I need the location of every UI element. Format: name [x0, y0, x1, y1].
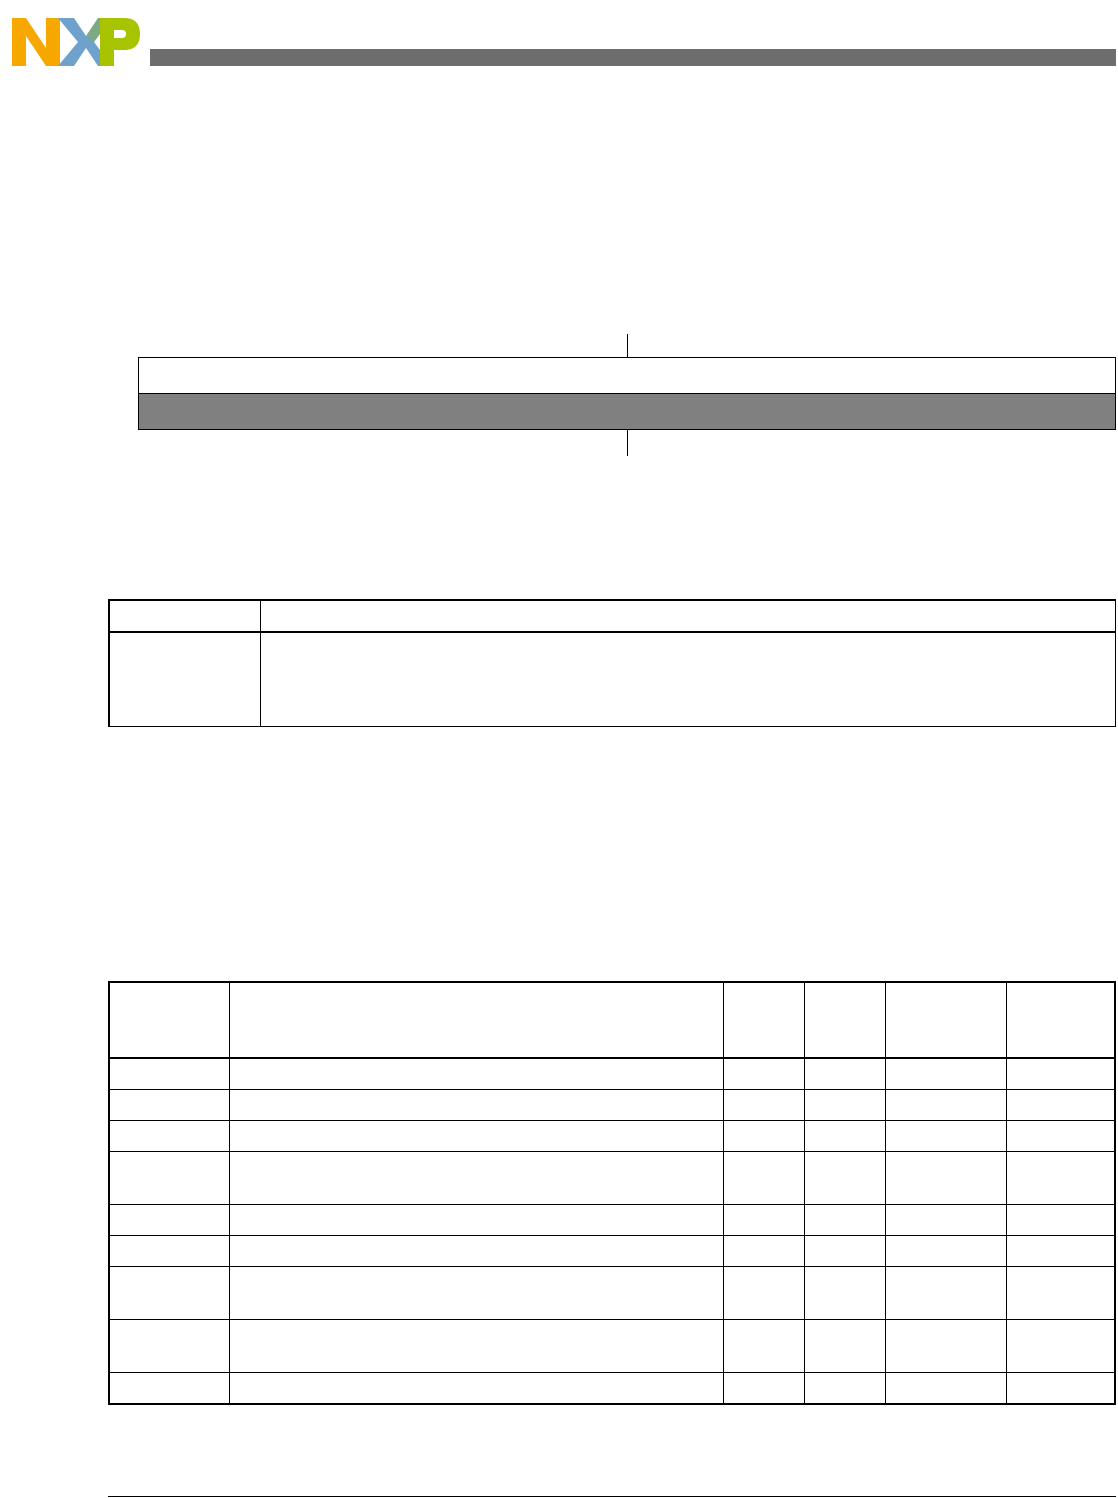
table-cell: [803, 1266, 886, 1320]
table-cell: [803, 1319, 886, 1373]
table-cell: [1005, 1120, 1116, 1152]
table-cell: [884, 1319, 1007, 1373]
column-header: [228, 981, 724, 1059]
footer-rule: [108, 1496, 1116, 1497]
table-cell: [722, 1266, 805, 1320]
table-cell: [228, 1235, 724, 1267]
table-cell: [108, 1057, 230, 1090]
table-cell: [228, 1120, 724, 1152]
table-cell: [722, 1204, 805, 1236]
column-header: [1005, 981, 1116, 1059]
table-cell: [803, 1204, 886, 1236]
table-cell: [803, 1372, 886, 1405]
column-header: [884, 981, 1007, 1059]
table-cell: [884, 1151, 1007, 1205]
table-cell: [228, 1319, 724, 1373]
table-cell: [108, 1266, 230, 1320]
register-field-row: [138, 357, 1116, 394]
table-row: [108, 1151, 1116, 1205]
table-cell: [108, 1372, 230, 1405]
table-row: [108, 1372, 1116, 1405]
table-cell: [1005, 1204, 1116, 1236]
table-cell: [722, 1120, 805, 1152]
table-cell: [884, 1120, 1007, 1152]
table-cell: [722, 1235, 805, 1267]
table-cell: [884, 1372, 1007, 1405]
table-cell: [803, 1089, 886, 1121]
table-cell: [228, 1057, 724, 1090]
table-cell: [1005, 1089, 1116, 1121]
table-cell: [108, 1235, 230, 1267]
table-cell: [803, 1151, 886, 1205]
table-cell: [228, 1204, 724, 1236]
table-row: [108, 1319, 1116, 1373]
table-cell: [228, 1089, 724, 1121]
table-cell: [228, 1266, 724, 1320]
table-cell: [722, 1319, 805, 1373]
field-description-table: [108, 599, 1116, 727]
table-cell: [722, 1089, 805, 1121]
table-row: [108, 631, 1116, 727]
table-row: [108, 1235, 1116, 1267]
table-cell: [722, 1372, 805, 1405]
table-row: [108, 1089, 1116, 1121]
table-row: [108, 1204, 1116, 1236]
table-cell: [228, 1372, 724, 1405]
column-header: [722, 981, 805, 1059]
register-reserved-row: [138, 393, 1116, 430]
table-cell: [803, 1120, 886, 1152]
signal-table: [108, 981, 1116, 1405]
table-cell: [108, 1151, 230, 1205]
table-cell: [884, 1266, 1007, 1320]
table-cell: [803, 1057, 886, 1090]
table-cell: [1005, 1372, 1116, 1405]
description-header: [259, 599, 1116, 633]
table-row: [108, 1266, 1116, 1320]
table-header-row: [108, 981, 1116, 1059]
header-bar: [150, 49, 1116, 66]
field-cell: [108, 631, 261, 727]
table-header-row: [108, 599, 1116, 633]
table-row: [108, 1120, 1116, 1152]
table-cell: [108, 1319, 230, 1373]
table-cell: [1005, 1057, 1116, 1090]
description-cell: [259, 631, 1116, 727]
column-header: [803, 981, 886, 1059]
register-bottom-tick: [627, 430, 628, 456]
table-cell: [884, 1057, 1007, 1090]
column-header: [108, 981, 230, 1059]
table-cell: [884, 1235, 1007, 1267]
table-cell: [1005, 1235, 1116, 1267]
table-cell: [722, 1151, 805, 1205]
register-top-tick: [627, 334, 628, 357]
table-cell: [108, 1120, 230, 1152]
table-cell: [108, 1089, 230, 1121]
table-cell: [1005, 1151, 1116, 1205]
table-cell: [228, 1151, 724, 1205]
table-cell: [803, 1235, 886, 1267]
nxp-logo: [12, 18, 140, 66]
table-cell: [722, 1057, 805, 1090]
table-row: [108, 1057, 1116, 1090]
table-cell: [884, 1089, 1007, 1121]
table-cell: [1005, 1266, 1116, 1320]
field-header: [108, 599, 261, 633]
table-cell: [884, 1204, 1007, 1236]
table-cell: [108, 1204, 230, 1236]
table-cell: [1005, 1319, 1116, 1373]
